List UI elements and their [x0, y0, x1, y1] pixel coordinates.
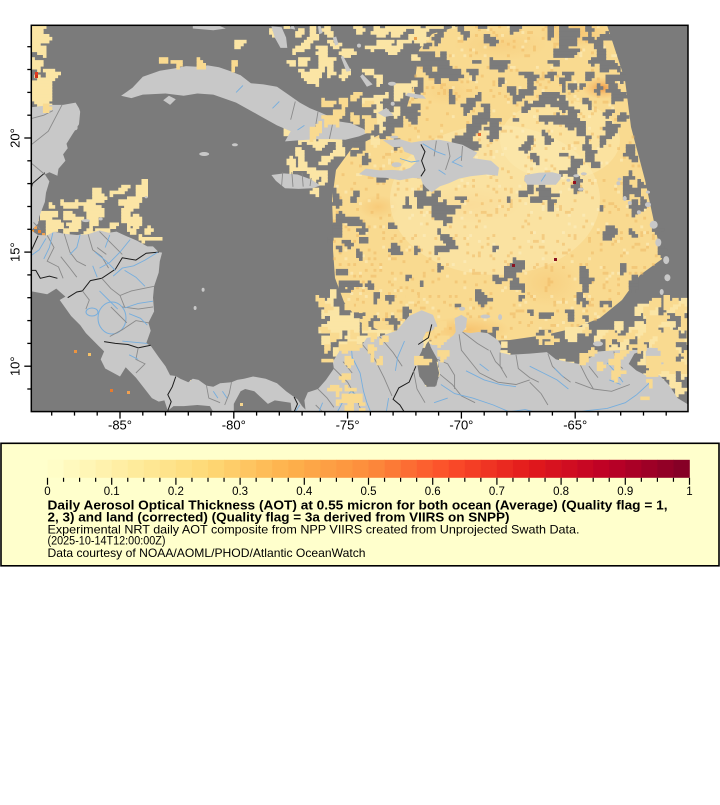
svg-text:0.4: 0.4 — [296, 486, 313, 498]
svg-text:15°: 15° — [7, 242, 22, 262]
svg-text:-80°: -80° — [222, 418, 246, 433]
svg-text:Daily Aerosol Optical Thicknes: Daily Aerosol Optical Thickness (AOT) at… — [48, 499, 668, 513]
svg-text:0.3: 0.3 — [232, 486, 248, 498]
svg-text:Experimental NRT daily AOT com: Experimental NRT daily AOT composite fro… — [48, 523, 580, 537]
svg-text:0: 0 — [44, 486, 50, 498]
svg-text:0.8: 0.8 — [553, 486, 569, 498]
svg-text:-65°: -65° — [563, 418, 587, 433]
svg-text:0.5: 0.5 — [361, 486, 377, 498]
svg-text:0.1: 0.1 — [104, 486, 120, 498]
svg-text:-75°: -75° — [336, 418, 360, 433]
svg-text:10°: 10° — [7, 356, 22, 376]
svg-text:-85°: -85° — [108, 418, 132, 433]
svg-text:20°: 20° — [7, 128, 22, 148]
svg-text:0.2: 0.2 — [168, 486, 184, 498]
svg-text:Data courtesy of NOAA/AOML/PHO: Data courtesy of NOAA/AOML/PHOD/Atlantic… — [48, 546, 366, 560]
svg-text:(2025-10-14T12:00:00Z): (2025-10-14T12:00:00Z) — [48, 536, 166, 548]
svg-text:2, 3) and land (corrected) (Qu: 2, 3) and land (corrected) (Quality flag… — [48, 511, 510, 525]
svg-text:0.9: 0.9 — [617, 486, 633, 498]
svg-text:0.6: 0.6 — [425, 486, 441, 498]
svg-text:0.7: 0.7 — [489, 486, 505, 498]
svg-text:1: 1 — [686, 486, 692, 498]
svg-text:-70°: -70° — [449, 418, 473, 433]
